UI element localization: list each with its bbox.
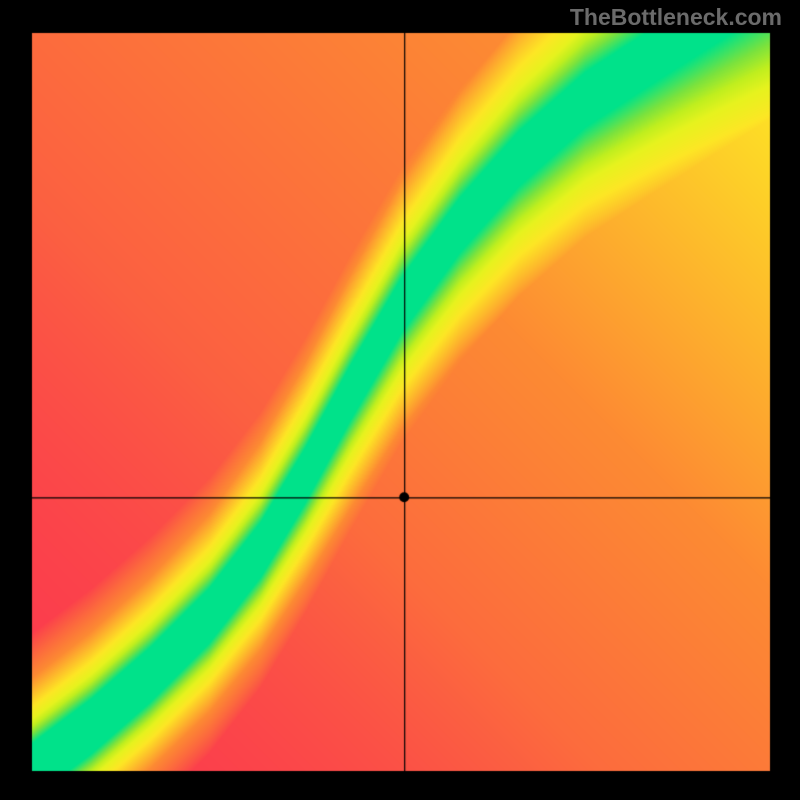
- watermark-text: TheBottleneck.com: [570, 4, 782, 31]
- bottleneck-heatmap: [0, 0, 800, 800]
